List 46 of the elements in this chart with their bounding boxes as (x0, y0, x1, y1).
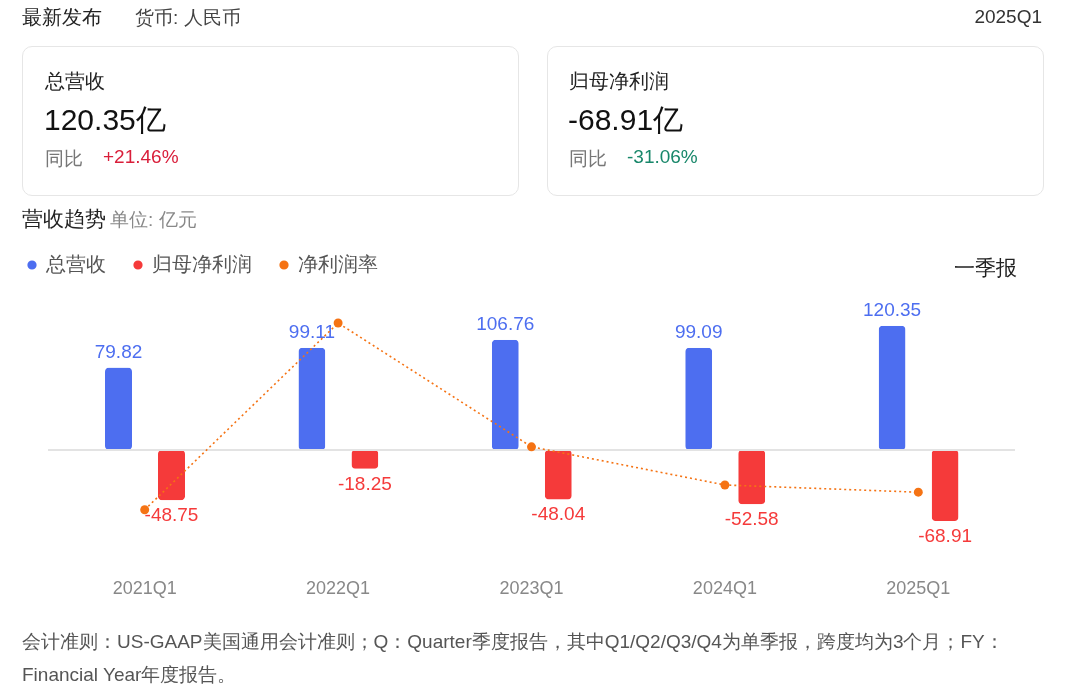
text: 一季报 (954, 255, 1017, 281)
text: 会计准则：US-GAAP美国通用会计准则；Q：Quarter季度报告，其中Q1/Q2/Q3/Q4为单季报，跨度均为3个月；FY：Financial Year年度报告。 (22, 630, 1005, 687)
legend-label: 归母净利润 (152, 253, 252, 275)
data-label: 120.35 (863, 298, 922, 320)
point (913, 487, 923, 497)
data-label: 79.82 (94, 340, 143, 362)
x-tick-label: 2024Q1 (692, 577, 757, 598)
bar (738, 449, 766, 505)
legend-label: 总营收 (45, 253, 106, 275)
bar (544, 449, 572, 500)
text: 2025Q1 (974, 6, 1042, 28)
text: 最新发布 (22, 5, 102, 30)
text: +21.46% (103, 146, 179, 168)
bar (105, 367, 132, 450)
legend-label: 净利润率 (298, 253, 378, 275)
point (720, 480, 730, 490)
text: 120.35亿 (44, 102, 166, 138)
text: 同比 (45, 147, 83, 171)
bar (158, 449, 185, 501)
bar (298, 347, 326, 450)
text: -68.91亿 (568, 102, 684, 138)
chart-subtitle: 单位: 亿元 (110, 208, 197, 232)
text: 总营收 (45, 69, 105, 94)
bar (878, 325, 906, 450)
x-tick-label: 2022Q1 (306, 577, 371, 598)
bar (931, 449, 959, 521)
data-label: 99.09 (674, 320, 723, 342)
text: -31.06% (627, 146, 698, 168)
bar (685, 347, 713, 450)
data-label: -18.25 (337, 472, 392, 494)
point (333, 318, 343, 328)
x-tick-label: 2023Q1 (499, 577, 564, 598)
data-label: -48.04 (531, 503, 586, 525)
data-label: 99.11 (288, 320, 335, 342)
x-tick-label: 2025Q1 (886, 577, 951, 598)
point (527, 442, 536, 452)
data-label: -52.58 (724, 508, 779, 530)
bar (491, 339, 519, 450)
text: 归母净利润 (569, 69, 669, 94)
text: 同比 (569, 147, 607, 171)
text: 货币: 人民币 (135, 6, 241, 30)
data-label: -68.91 (918, 525, 973, 546)
x-tick-label: 2021Q1 (112, 577, 177, 598)
chart-title: 营收趋势 (22, 206, 106, 232)
data-label: 106.76 (476, 312, 535, 334)
data-label: -48.75 (144, 504, 199, 526)
